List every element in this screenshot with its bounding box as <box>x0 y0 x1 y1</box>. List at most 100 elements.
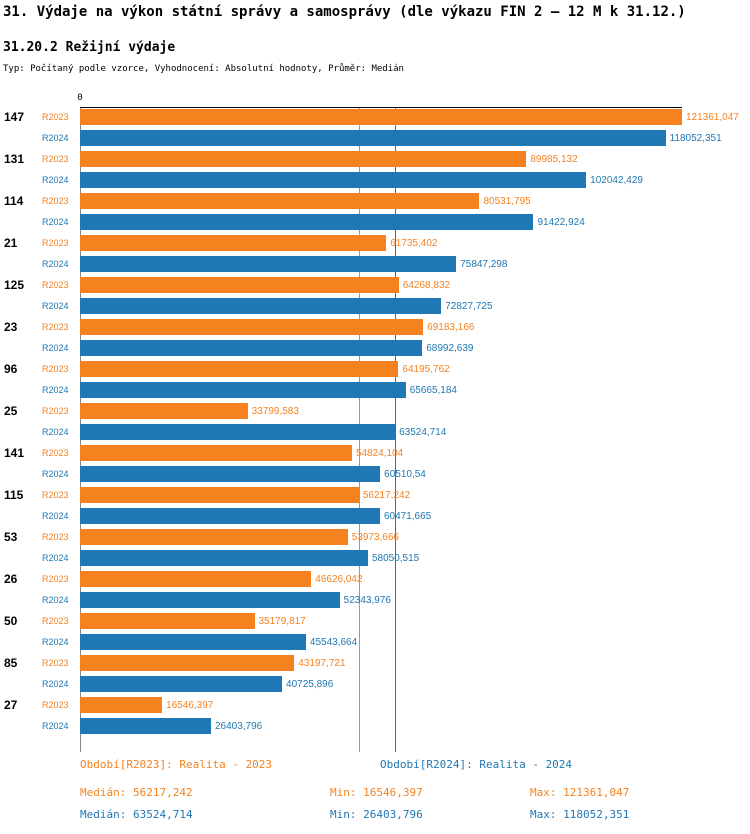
bar-r2023-cat-53[interactable] <box>80 529 348 545</box>
bar-r2023-cat-115[interactable] <box>80 487 359 503</box>
bar-track: 72827,725 <box>80 298 682 314</box>
category-label: 23 <box>4 320 18 334</box>
bar-track: 75847,298 <box>80 256 682 272</box>
max-stat-r2024: Max: 118052,351 <box>530 808 630 821</box>
series-label: R2024 <box>42 259 69 269</box>
value-label: 121361,047 <box>686 111 739 123</box>
bar-track: 45543,664 <box>80 634 682 650</box>
bar-r2024-cat-85[interactable] <box>80 676 283 692</box>
bar-row: 26 R2023 46626,042 <box>0 571 750 587</box>
bar-r2024-cat-131[interactable] <box>80 172 587 188</box>
bar-row: R2024 45543,664 <box>0 634 750 650</box>
bar-r2024-cat-53[interactable] <box>80 550 368 566</box>
bar-track: 80531,795 <box>80 193 682 209</box>
series-label: R2023 <box>42 616 69 626</box>
axis-zero-label: 0 <box>77 93 83 103</box>
bar-row: R2024 75847,298 <box>0 256 750 272</box>
bar-r2023-cat-131[interactable] <box>80 151 527 167</box>
value-label: 45543,664 <box>309 636 358 648</box>
bar-row: 141 R2023 54824,104 <box>0 445 750 461</box>
bar-r2023-cat-125[interactable] <box>80 277 399 293</box>
bar-r2024-cat-114[interactable] <box>80 214 534 230</box>
bar-r2024-cat-147[interactable] <box>80 130 666 146</box>
bar-r2024-cat-115[interactable] <box>80 508 380 524</box>
bar-row: 131 R2023 89985,132 <box>0 151 750 167</box>
bar-row: R2024 118052,351 <box>0 130 750 146</box>
category-label: 96 <box>4 362 18 376</box>
bar-row: 23 R2023 69183,166 <box>0 319 750 335</box>
legend-item-r2023: Období[R2023]: Realita - 2023 <box>80 758 273 771</box>
bar-r2023-cat-114[interactable] <box>80 193 480 209</box>
value-label: 80531,795 <box>483 195 531 207</box>
bar-r2024-cat-96[interactable] <box>80 382 406 398</box>
bar-row: 53 R2023 53973,666 <box>0 529 750 545</box>
bar-track: 61735,402 <box>80 235 682 251</box>
bar-track: 64195,762 <box>80 361 682 377</box>
bar-r2023-cat-26[interactable] <box>80 571 312 587</box>
bar-r2023-cat-50[interactable] <box>80 613 255 629</box>
bar-row: 114 R2023 80531,795 <box>0 193 750 209</box>
bar-r2024-cat-50[interactable] <box>80 634 306 650</box>
category-label: 21 <box>4 236 18 250</box>
bar-r2023-cat-27[interactable] <box>80 697 163 713</box>
value-label: 46626,042 <box>315 573 363 585</box>
bar-row: 125 R2023 64268,832 <box>0 277 750 293</box>
series-label: R2023 <box>42 406 69 416</box>
value-label: 64268,832 <box>402 279 451 291</box>
value-label: 65665,184 <box>409 384 457 396</box>
bar-track: 26403,796 <box>80 718 682 734</box>
chart-subtitle: 31.20.2 Režijní výdaje <box>3 40 176 55</box>
bar-r2023-cat-85[interactable] <box>80 655 295 671</box>
series-label: R2024 <box>42 553 69 563</box>
bar-track: 60510,54 <box>80 466 682 482</box>
series-label: R2023 <box>42 280 69 290</box>
bar-row: R2024 26403,796 <box>0 718 750 734</box>
median-r2024-line <box>395 108 396 752</box>
bar-r2024-cat-25[interactable] <box>80 424 396 440</box>
bar-track: 89985,132 <box>80 151 682 167</box>
stats-row-2023: Medián: 56217,242 Min: 16546,397 Max: 1213… <box>0 786 750 802</box>
bar-track: 121361,047 <box>80 109 739 125</box>
bar-track: 46626,042 <box>80 571 682 587</box>
bar-row: 147 R2023 121361,047 <box>0 109 750 125</box>
bar-r2023-cat-25[interactable] <box>80 403 248 419</box>
category-label: 85 <box>4 656 18 670</box>
bar-track: 35179,817 <box>80 613 682 629</box>
bar-track: 33799,583 <box>80 403 682 419</box>
value-label: 61735,402 <box>390 237 438 249</box>
category-label: 115 <box>4 488 24 502</box>
bar-row: R2024 60510,54 <box>0 466 750 482</box>
bar-r2023-cat-96[interactable] <box>80 361 399 377</box>
bar-r2023-cat-147[interactable] <box>80 109 682 125</box>
bar-r2023-cat-141[interactable] <box>80 445 352 461</box>
bar-track: 63524,714 <box>80 424 682 440</box>
series-label: R2024 <box>42 343 69 353</box>
category-label: 147 <box>4 110 25 124</box>
series-label: R2023 <box>42 112 69 122</box>
bar-track: 60471,665 <box>80 508 682 524</box>
series-label: R2023 <box>42 448 69 458</box>
series-label: R2023 <box>42 322 69 332</box>
value-label: 63524,714 <box>399 426 447 438</box>
series-label: R2023 <box>42 574 69 584</box>
bar-row: R2024 72827,725 <box>0 298 750 314</box>
bar-r2023-cat-21[interactable] <box>80 235 387 251</box>
bar-r2024-cat-125[interactable] <box>80 298 442 314</box>
value-label: 75847,298 <box>460 258 508 270</box>
series-label: R2024 <box>42 175 69 185</box>
bar-r2024-cat-21[interactable] <box>80 256 457 272</box>
bar-r2024-cat-27[interactable] <box>80 718 211 734</box>
bar-r2024-cat-26[interactable] <box>80 592 340 608</box>
bar-row: R2024 91422,924 <box>0 214 750 230</box>
value-label: 40725,896 <box>286 678 334 690</box>
value-label: 89985,132 <box>530 153 578 165</box>
bar-row: R2024 102042,429 <box>0 172 750 188</box>
bar-r2024-cat-23[interactable] <box>80 340 423 356</box>
series-label: R2024 <box>42 217 69 227</box>
bar-r2023-cat-23[interactable] <box>80 319 424 335</box>
series-label: R2024 <box>42 595 69 605</box>
value-label: 72827,725 <box>445 300 493 312</box>
bar-r2024-cat-141[interactable] <box>80 466 381 482</box>
bar-row: 85 R2023 43197,721 <box>0 655 750 671</box>
